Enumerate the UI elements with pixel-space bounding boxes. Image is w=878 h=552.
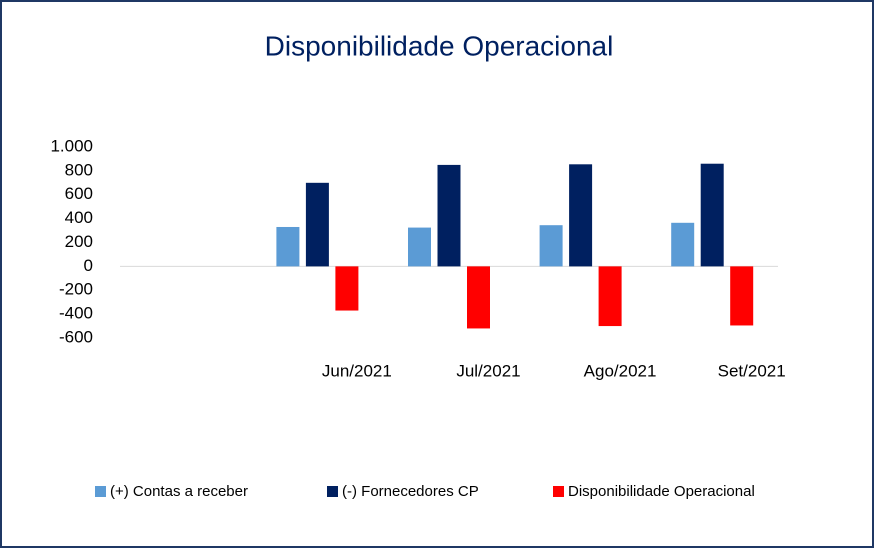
y-tick-label: -400 — [59, 304, 93, 323]
y-tick-label: 400 — [65, 208, 93, 227]
bar — [335, 266, 359, 311]
chart-title: Disponibilidade Operacional — [265, 30, 614, 61]
x-tick-label: Jun/2021 — [322, 361, 392, 380]
bar — [408, 227, 431, 267]
x-tick-label: Ago/2021 — [584, 361, 657, 380]
legend-swatch — [95, 486, 106, 497]
bar — [569, 164, 593, 267]
y-tick-label: 1.000 — [50, 136, 93, 155]
y-tick-label: -200 — [59, 280, 93, 299]
y-tick-label: 800 — [65, 160, 93, 179]
bar — [598, 266, 622, 327]
bar — [700, 163, 724, 267]
bar — [539, 225, 563, 267]
legend-label: Disponibilidade Operacional — [568, 483, 755, 500]
x-tick-label: Set/2021 — [718, 361, 786, 380]
bar — [730, 266, 754, 326]
y-tick-label: 600 — [65, 184, 93, 203]
legend-label: (+) Contas a receber — [110, 483, 248, 500]
bar — [437, 164, 461, 267]
bar — [276, 226, 300, 267]
bar — [671, 222, 695, 267]
legend-swatch — [553, 486, 564, 497]
legend-swatch — [327, 486, 338, 497]
bar — [305, 182, 329, 267]
y-tick-label: 0 — [84, 256, 93, 275]
y-tick-label: 200 — [65, 232, 93, 251]
legend-label: (-) Fornecedores CP — [342, 483, 479, 500]
y-tick-label: -600 — [59, 327, 93, 346]
x-tick-label: Jul/2021 — [456, 361, 520, 380]
bar — [467, 266, 490, 329]
